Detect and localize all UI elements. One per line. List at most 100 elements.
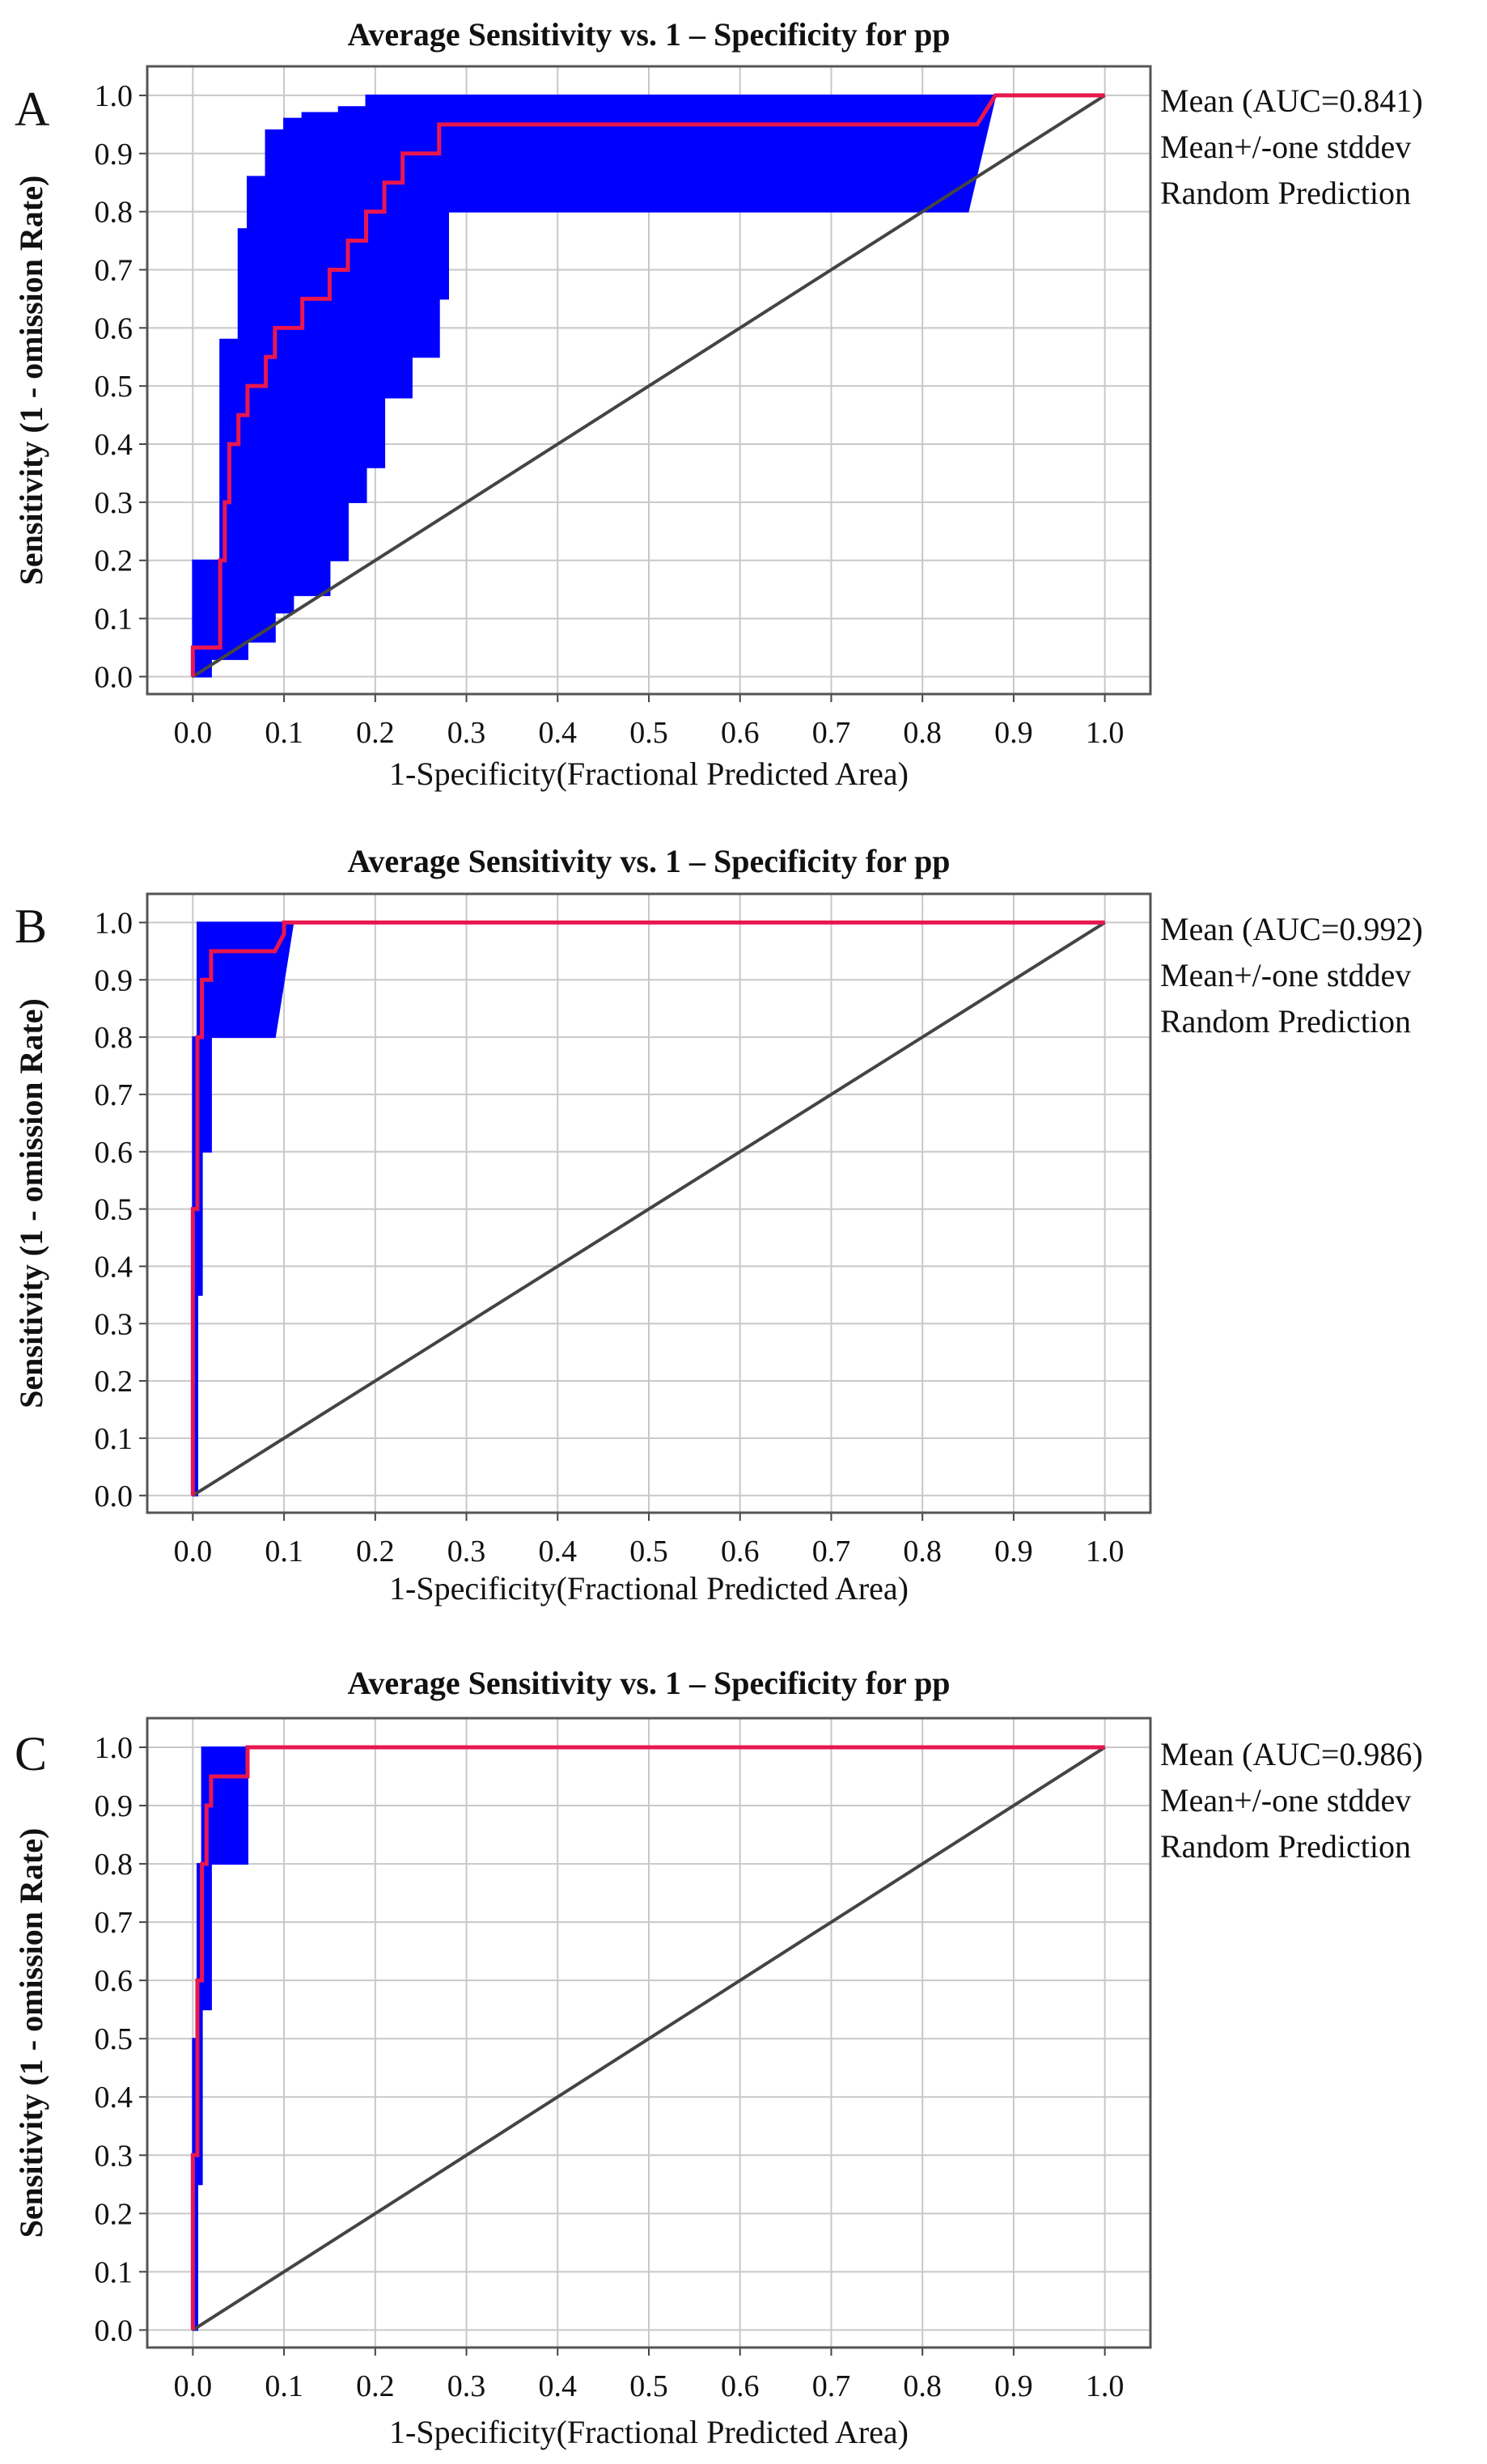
x-tick-label: 0.3 [447, 716, 486, 750]
random-prediction-line [192, 921, 1106, 1497]
x-tick-label: 0.0 [174, 716, 213, 750]
y-tick-label: 0.0 [95, 1480, 133, 1514]
x-tick-label: 0.5 [629, 716, 668, 750]
stddev-band [192, 94, 1105, 678]
x-tick-label: 0.4 [539, 2369, 578, 2403]
y-tick-label: 0.4 [95, 2081, 133, 2115]
legend-entry: Random Prediction [1160, 1828, 1411, 1865]
x-tick-label: 1.0 [1086, 716, 1125, 750]
random-prediction-line [192, 94, 1106, 679]
x-tick-label: 0.1 [265, 716, 303, 750]
plot-frame [146, 65, 1152, 696]
y-tick-label: 0.5 [95, 1193, 133, 1227]
y-tick-label: 0.6 [95, 1136, 133, 1170]
panel-letter: C [15, 1727, 47, 1780]
roc-panel-c: Average Sensitivity vs. 1 – Specificity … [13, 1665, 1423, 2450]
y-tick-label: 0.1 [95, 2255, 133, 2289]
x-tick-label: 0.6 [721, 2369, 760, 2403]
chart-title: Average Sensitivity vs. 1 – Specificity … [347, 16, 950, 53]
y-tick-label: 0.7 [95, 1906, 133, 1940]
x-tick-label: 0.4 [539, 716, 578, 750]
y-tick-label: 0.2 [95, 1365, 133, 1399]
x-tick-label: 0.2 [356, 2369, 395, 2403]
x-tick-label: 0.6 [721, 1535, 760, 1569]
y-tick-label: 0.5 [95, 2022, 133, 2056]
y-tick-label: 0.1 [95, 1422, 133, 1456]
stddev-band [192, 921, 1105, 1497]
legend-entry: Mean (AUC=0.992) [1160, 911, 1423, 947]
x-tick-label: 0.1 [265, 1535, 303, 1569]
x-tick-label: 0.1 [265, 2369, 303, 2403]
roc-panel-b: Average Sensitivity vs. 1 – Specificity … [13, 843, 1423, 1607]
x-axis-label: 1-Specificity(Fractional Predicted Area) [389, 756, 909, 792]
y-tick-label: 0.7 [95, 1078, 133, 1112]
y-tick-label: 0.5 [95, 370, 133, 404]
x-tick-label: 1.0 [1086, 2369, 1125, 2403]
x-tick-label: 0.3 [447, 1535, 486, 1569]
y-tick-label: 0.3 [95, 486, 133, 520]
y-tick-label: 0.3 [95, 1307, 133, 1341]
legend-entry: Random Prediction [1160, 1003, 1411, 1039]
y-tick-label: 0.0 [95, 660, 133, 694]
y-tick-label: 1.0 [95, 79, 133, 113]
y-tick-label: 0.4 [95, 428, 133, 462]
y-tick-label: 0.8 [95, 1848, 133, 1882]
panel-letter: B [15, 900, 47, 953]
y-axis-label: Sensitivity (1 - omission Rate) [13, 1828, 49, 2238]
y-tick-label: 0.2 [95, 544, 133, 578]
x-tick-label: 0.9 [994, 716, 1033, 750]
y-tick-label: 0.9 [95, 138, 133, 171]
y-tick-label: 0.8 [95, 1021, 133, 1055]
x-tick-label: 1.0 [1086, 1535, 1125, 1569]
legend-entry: Mean+/-one stddev [1160, 129, 1411, 165]
mean-roc-line [190, 920, 1105, 1496]
x-tick-label: 0.2 [356, 716, 395, 750]
y-tick-label: 0.9 [95, 1789, 133, 1823]
mean-roc-line [190, 1745, 1105, 2331]
mean-roc-line [190, 93, 1105, 677]
y-tick-label: 0.8 [95, 196, 133, 230]
x-axis-label: 1-Specificity(Fractional Predicted Area) [389, 2414, 909, 2450]
random-prediction-line [192, 1746, 1106, 2332]
plot-frame [146, 1717, 1152, 2349]
x-tick-label: 0.7 [812, 2369, 851, 2403]
x-tick-label: 0.3 [447, 2369, 486, 2403]
plot-frame [146, 892, 1152, 1514]
y-tick-label: 0.4 [95, 1250, 133, 1284]
x-tick-label: 0.6 [721, 716, 760, 750]
x-tick-label: 0.0 [174, 2369, 213, 2403]
roc-panel-a: Average Sensitivity vs. 1 – Specificity … [13, 16, 1423, 792]
panel-letter: A [15, 83, 49, 136]
y-tick-label: 0.3 [95, 2139, 133, 2173]
y-tick-label: 0.1 [95, 603, 133, 637]
x-tick-label: 0.0 [174, 1535, 213, 1569]
x-tick-label: 0.4 [539, 1535, 578, 1569]
stddev-band [192, 1746, 1105, 2331]
x-tick-label: 0.8 [903, 2369, 942, 2403]
y-tick-label: 0.7 [95, 253, 133, 287]
x-tick-label: 0.9 [994, 2369, 1033, 2403]
y-tick-label: 1.0 [95, 1731, 133, 1765]
y-tick-label: 0.9 [95, 963, 133, 997]
x-axis-label: 1-Specificity(Fractional Predicted Area) [389, 1570, 909, 1607]
legend-entry: Random Prediction [1160, 175, 1411, 211]
y-tick-label: 0.2 [95, 2197, 133, 2231]
y-axis-label: Sensitivity (1 - omission Rate) [13, 998, 49, 1408]
chart-title: Average Sensitivity vs. 1 – Specificity … [347, 1665, 950, 1701]
legend-entry: Mean+/-one stddev [1160, 957, 1411, 993]
legend-entry: Mean+/-one stddev [1160, 1782, 1411, 1818]
legend-entry: Mean (AUC=0.841) [1160, 83, 1423, 119]
chart-title: Average Sensitivity vs. 1 – Specificity … [347, 843, 950, 879]
x-tick-label: 0.8 [903, 716, 942, 750]
x-tick-label: 0.8 [903, 1535, 942, 1569]
x-tick-label: 0.7 [812, 1535, 851, 1569]
x-tick-label: 0.5 [629, 1535, 668, 1569]
legend-entry: Mean (AUC=0.986) [1160, 1736, 1423, 1772]
x-tick-label: 0.2 [356, 1535, 395, 1569]
y-axis-label: Sensitivity (1 - omission Rate) [13, 176, 49, 586]
x-tick-label: 0.9 [994, 1535, 1033, 1569]
y-tick-label: 1.0 [95, 906, 133, 940]
y-tick-label: 0.6 [95, 311, 133, 345]
x-tick-label: 0.5 [629, 2369, 668, 2403]
